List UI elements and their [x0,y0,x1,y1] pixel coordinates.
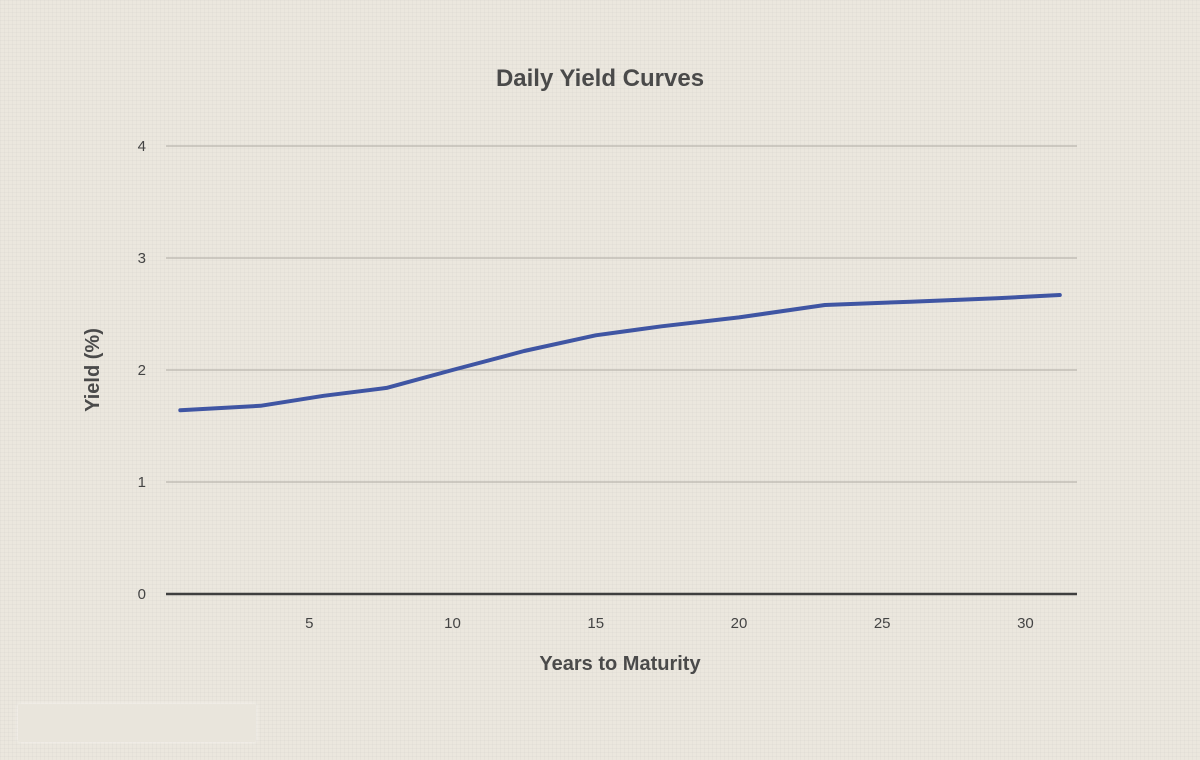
x-tick-label: 15 [587,615,604,632]
x-tick-label: 5 [305,615,313,632]
chart-title: Daily Yield Curves [496,65,704,92]
x-tick-label: 25 [874,615,891,632]
series-line-1 [178,293,1062,413]
x-axis-label: Years to Maturity [539,653,701,675]
x-tick-label: 30 [1017,615,1034,632]
x-axis-ticks: 5 10 15 20 25 30 [305,615,1034,632]
corner-panel [18,704,256,742]
y-axis-label: Yield (%) [82,328,104,412]
y-tick-label: 1 [138,474,146,491]
x-tick-label: 10 [444,615,461,632]
gridlines [166,145,1077,596]
y-tick-label: 4 [138,138,146,155]
y-tick-label: 2 [138,362,146,379]
y-tick-label: 0 [138,586,146,603]
y-axis-ticks: 0 1 2 3 4 [138,138,146,603]
series-layer [178,293,1062,413]
x-tick-label: 20 [731,615,748,632]
y-tick-label: 3 [138,250,146,267]
